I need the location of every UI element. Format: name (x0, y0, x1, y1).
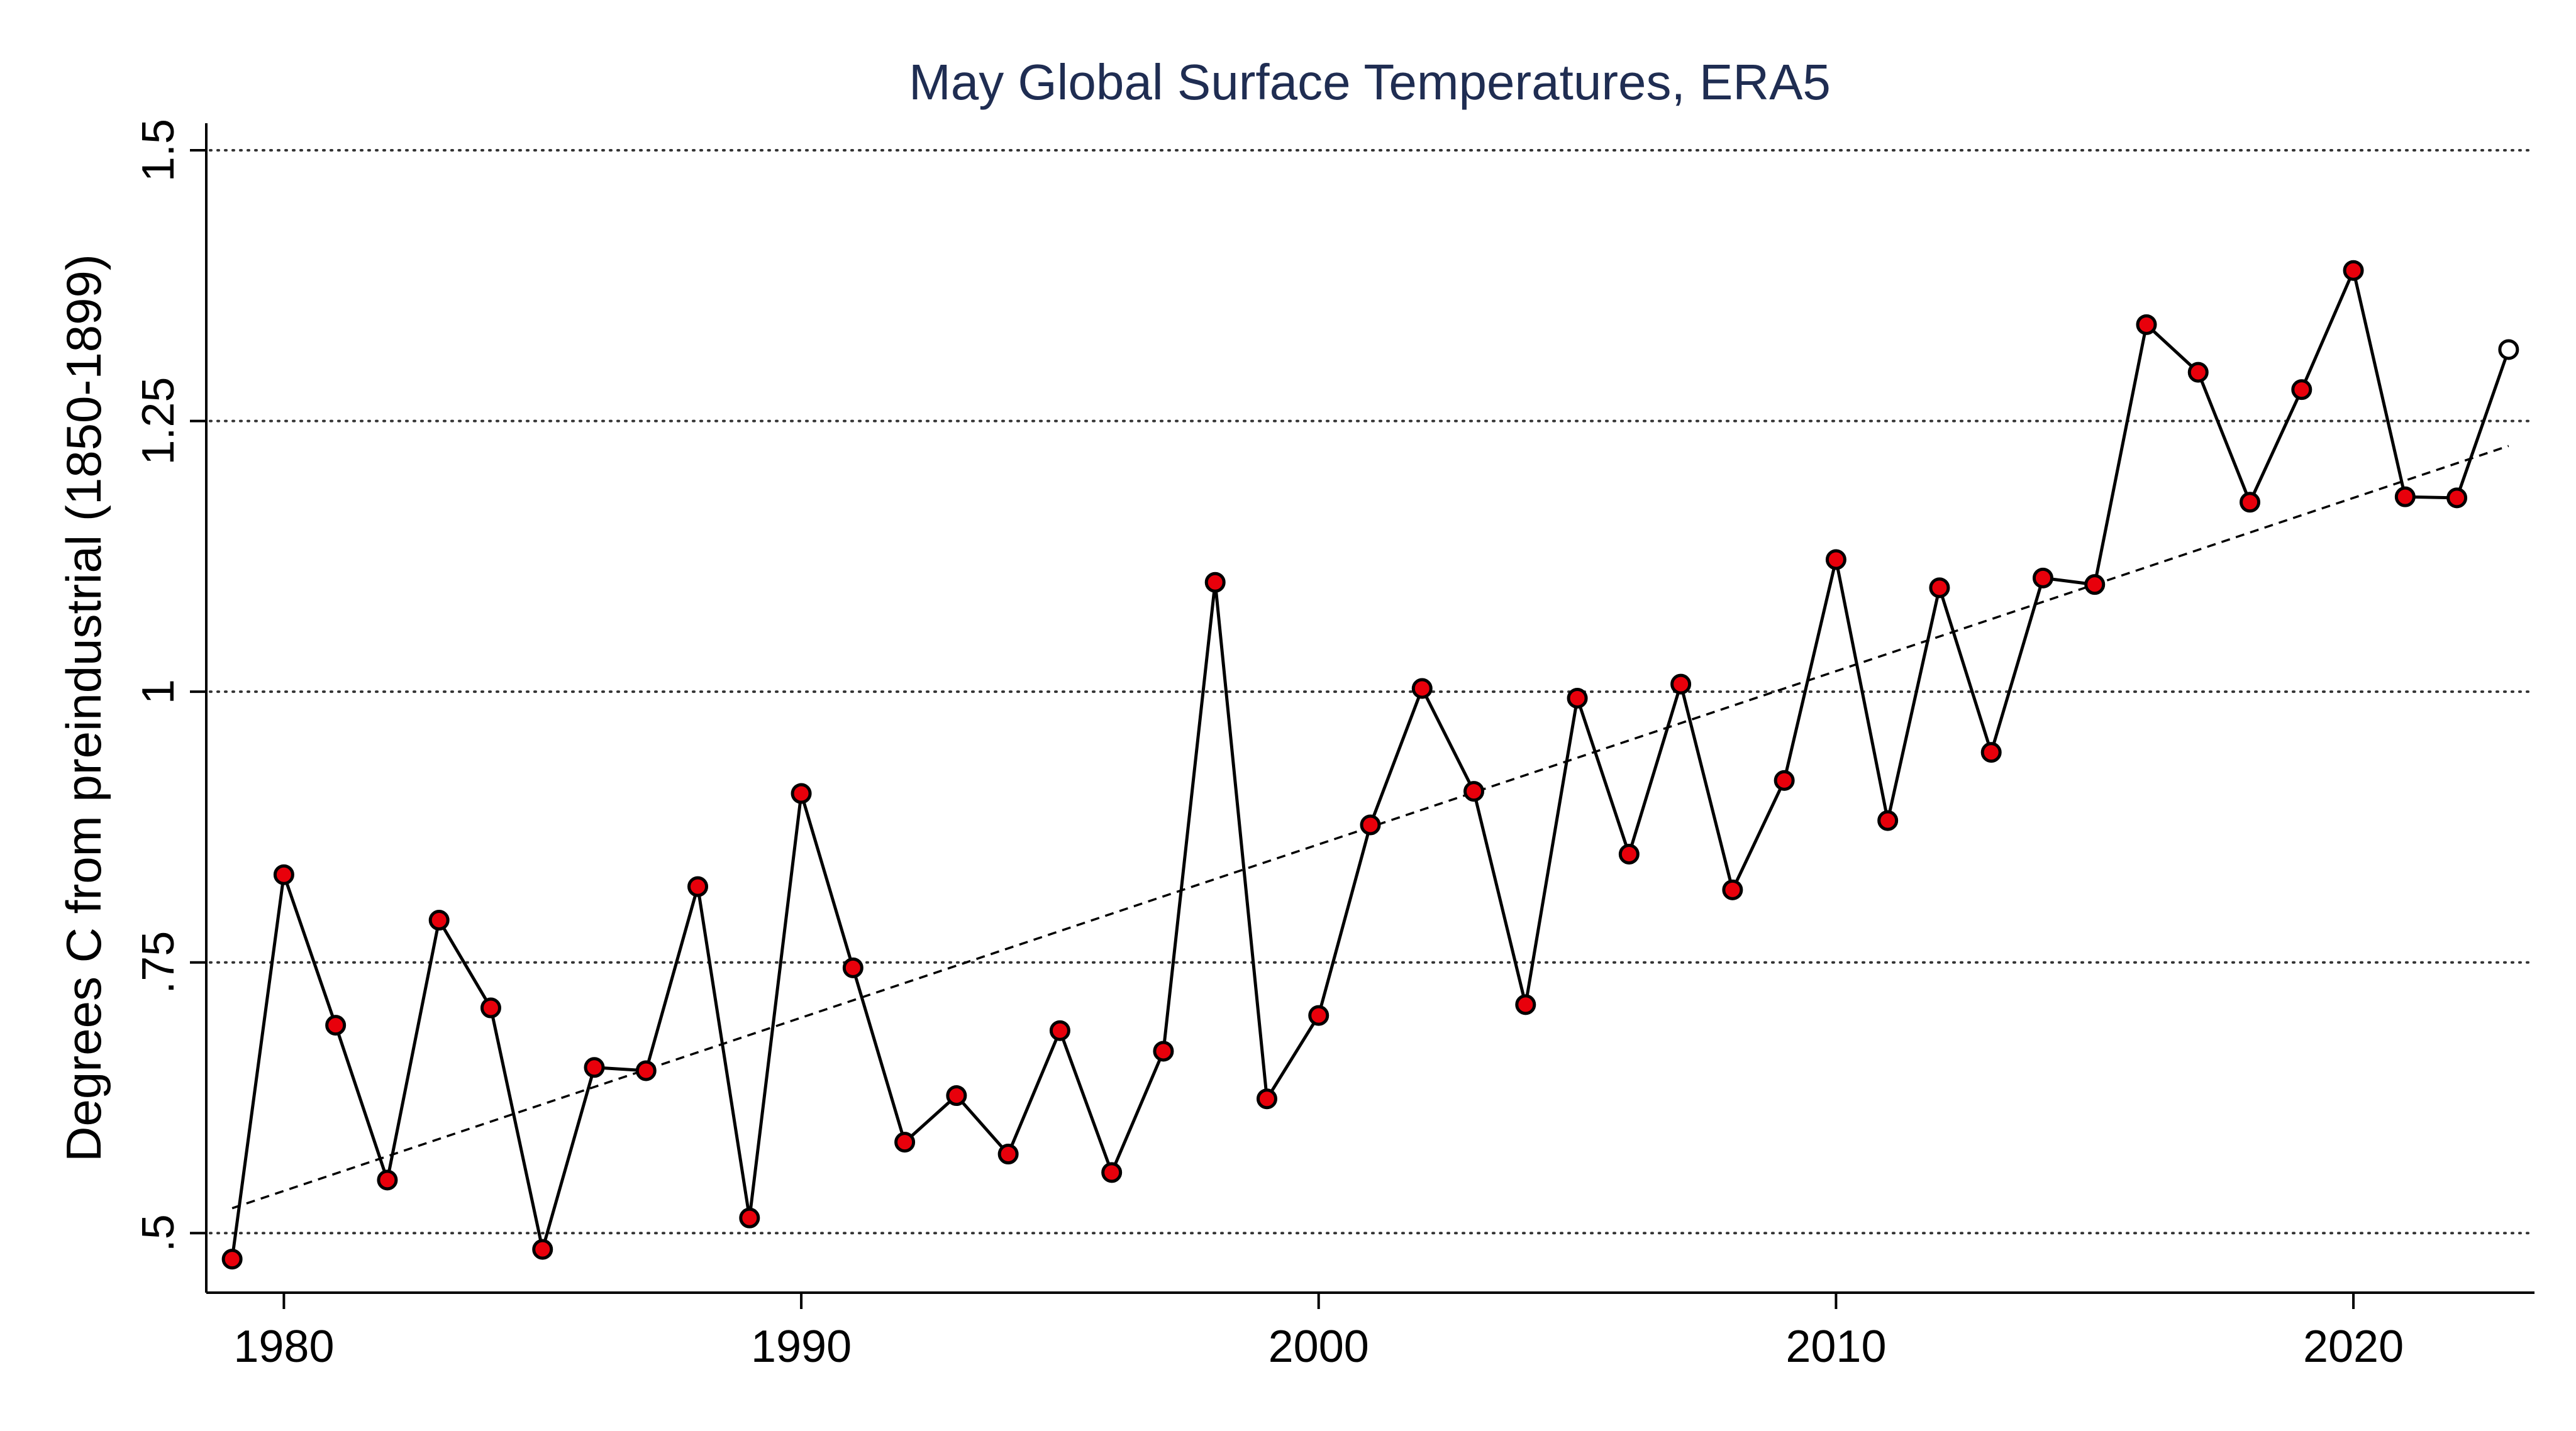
data-point (1463, 781, 1485, 802)
y-tick-label: 1 (133, 679, 184, 704)
data-point (1774, 770, 1795, 791)
data-point (687, 876, 709, 897)
data-point (1618, 844, 1640, 865)
data-point (2136, 314, 2157, 335)
data-point (1049, 1020, 1070, 1041)
x-tick-label: 2020 (2303, 1322, 2404, 1372)
data-point (1153, 1041, 1174, 1062)
data-points (221, 260, 2519, 1270)
x-tick-label: 2000 (1269, 1322, 1369, 1372)
data-point (1980, 742, 2002, 763)
data-point (480, 997, 501, 1019)
y-axis-ticks: .5 .75 1 1.25 1.5 (133, 119, 206, 1252)
data-point (1204, 572, 1226, 593)
data-point (2084, 574, 2106, 595)
data-point (1101, 1162, 1123, 1183)
data-point (2343, 260, 2364, 281)
data-point (532, 1239, 553, 1260)
data-point (2291, 379, 2312, 401)
data-point (635, 1060, 657, 1081)
data-point (377, 1169, 398, 1191)
data-point (1411, 678, 1433, 699)
data-point (584, 1057, 605, 1078)
data-point (1877, 810, 1899, 831)
data-point (1929, 577, 1950, 599)
data-point (2032, 567, 2053, 588)
y-tick-label: .5 (133, 1214, 184, 1252)
data-point (2498, 339, 2519, 360)
data-point (1670, 673, 1692, 695)
data-point (1825, 549, 1846, 570)
x-tick-label: 2010 (1785, 1322, 1886, 1372)
gridlines (209, 149, 2536, 1235)
x-tick-label: 1980 (233, 1322, 334, 1372)
y-tick-label: 1.25 (133, 377, 184, 465)
y-tick-label: 1.5 (133, 119, 184, 182)
data-point (946, 1085, 967, 1107)
data-point (1308, 1005, 1330, 1026)
data-point (1256, 1088, 1277, 1110)
data-point (1360, 814, 1381, 836)
x-tick-label: 1990 (751, 1322, 852, 1372)
x-axis-ticks: 1980 1990 2000 2010 2020 (233, 1293, 2404, 1372)
data-point (894, 1132, 916, 1153)
data-point (739, 1207, 760, 1229)
data-point (2446, 487, 2468, 509)
data-point (221, 1249, 243, 1270)
chart-title: May Global Surface Temperatures, ERA5 (909, 54, 1831, 110)
data-point (428, 910, 450, 931)
data-point (325, 1015, 347, 1036)
y-axis-title: Degrees C from preindustrial (1850-1899) (56, 254, 111, 1162)
data-point (1515, 994, 1536, 1015)
data-point (2394, 486, 2416, 507)
data-point (2187, 362, 2209, 383)
data-point (1567, 688, 1588, 709)
data-point (791, 783, 812, 804)
data-point (1722, 879, 1743, 900)
data-point (842, 957, 863, 978)
data-point (273, 864, 294, 885)
data-point (2240, 492, 2261, 513)
data-point (997, 1144, 1019, 1165)
y-tick-label: .75 (133, 931, 184, 994)
